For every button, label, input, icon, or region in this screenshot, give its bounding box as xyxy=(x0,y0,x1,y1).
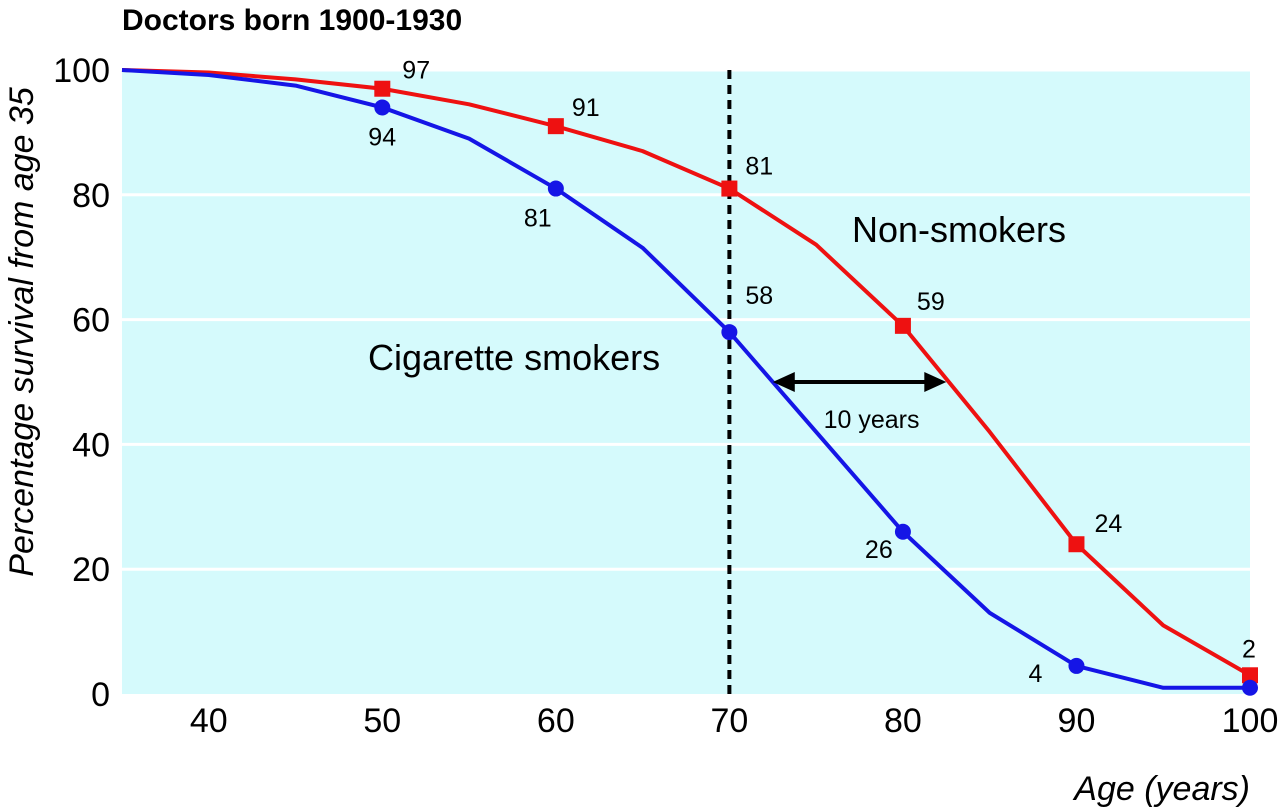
y-tick-60: 60 xyxy=(72,302,110,340)
cigarette-smokers-label: Cigarette smokers xyxy=(368,337,660,378)
y-tick-0: 0 xyxy=(91,676,110,714)
cigarette-smokers-value-60: 81 xyxy=(524,205,552,233)
cigarette-smokers-marker-50 xyxy=(374,99,391,116)
data-labels: 97 91 81 59 24 2 94 81 58 26 4 xyxy=(368,57,1256,688)
non-smokers-marker-100 xyxy=(1242,667,1258,684)
series-lines xyxy=(121,68,1251,690)
grid-lines xyxy=(122,68,1250,571)
ten-years-arrow-right-head xyxy=(924,372,947,392)
x-tick-80: 80 xyxy=(884,702,922,740)
x-tick-50: 50 xyxy=(363,702,401,740)
cigarette-smokers-line xyxy=(121,68,1250,690)
y-axis-label: Percentage survival from age 35 xyxy=(3,87,41,577)
cigarette-smokers-marker-80 xyxy=(894,523,911,540)
non-smokers-marker-70 xyxy=(721,180,738,197)
y-tick-80: 80 xyxy=(72,177,110,215)
cigarette-smokers-marker-90 xyxy=(1068,657,1085,674)
cigarette-smokers-value-80: 26 xyxy=(865,536,893,564)
non-smokers-value-60: 91 xyxy=(572,94,600,122)
y-tick-100: 100 xyxy=(53,52,110,90)
cigarette-smokers-marker-100 xyxy=(1242,679,1258,696)
non-smokers-marker-50 xyxy=(374,80,391,97)
non-smokers-marker-80 xyxy=(894,317,911,334)
x-tick-90: 90 xyxy=(1058,702,1096,740)
cigarette-smokers-value-50: 94 xyxy=(368,123,396,151)
non-smokers-value-70: 81 xyxy=(745,153,773,181)
non-smokers-value-80: 59 xyxy=(917,288,945,316)
non-smokers-value-100: 2 xyxy=(1242,635,1256,663)
plot-background xyxy=(122,70,1250,694)
chart-title: Doctors born 1900-1930 xyxy=(122,4,462,37)
x-axis-label: Age (years) xyxy=(1072,770,1250,808)
x-tick-100: 100 xyxy=(1222,702,1279,740)
series-markers xyxy=(374,80,1258,696)
ten-years-label: 10 years xyxy=(824,406,920,434)
non-smokers-marker-60 xyxy=(547,118,564,135)
cigarette-smokers-marker-60 xyxy=(547,180,564,197)
non-smokers-line xyxy=(121,68,1251,678)
non-smokers-value-90: 24 xyxy=(1094,510,1122,538)
ten-years-annotation: 10 years xyxy=(772,372,947,434)
x-tick-40: 40 xyxy=(190,702,228,740)
x-tick-60: 60 xyxy=(537,702,575,740)
non-smokers-marker-90 xyxy=(1068,536,1085,553)
ten-years-arrow-left-head xyxy=(772,372,795,392)
x-axis-ticks: 40 50 60 70 80 90 100 xyxy=(190,702,1279,740)
non-smokers-value-50: 97 xyxy=(402,57,430,85)
cigarette-smokers-value-90: 4 xyxy=(1028,660,1042,688)
x-tick-70: 70 xyxy=(710,702,748,740)
cigarette-smokers-marker-70 xyxy=(721,324,738,341)
non-smokers-label: Non-smokers xyxy=(852,209,1066,250)
y-tick-40: 40 xyxy=(72,426,110,464)
y-axis-ticks: 0 20 40 60 80 100 xyxy=(53,52,110,714)
cigarette-smokers-value-70: 58 xyxy=(745,282,773,310)
y-tick-20: 20 xyxy=(72,551,110,589)
